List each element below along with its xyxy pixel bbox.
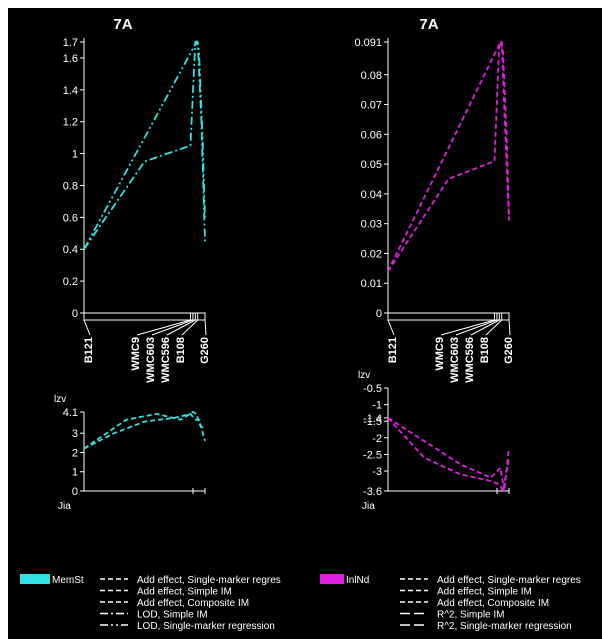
legend-entry-label: Add effect, Single-marker regres <box>437 575 581 586</box>
legend-swatch-right <box>320 574 344 584</box>
y-tick-label: -2.5 <box>363 449 382 461</box>
marker-label: B108 <box>175 337 187 363</box>
y-tick-label: 0.2 <box>63 276 78 288</box>
y-tick-label: 0.05 <box>361 159 382 171</box>
marker-label: B121 <box>83 337 95 363</box>
y-tick-label: 1.7 <box>63 37 78 49</box>
y-tick-label: 0 <box>376 308 382 320</box>
marker-connector <box>387 319 395 336</box>
legend-trait-left: MemSt <box>52 575 84 586</box>
y-tick-label: 0.03 <box>361 219 382 231</box>
marker-connector <box>485 319 503 336</box>
legend-entry-label: R^2, Simple IM <box>437 610 505 621</box>
y-tick-label: -1 <box>372 400 382 412</box>
series-line-1 <box>83 39 206 250</box>
legend-entry-label: Add effect, Simple IM <box>437 587 532 598</box>
marker-connector <box>151 319 194 336</box>
y-tick-label: 0.091 <box>354 37 382 49</box>
series-line-1 <box>83 410 206 450</box>
y-axis-title: lzv <box>358 370 370 381</box>
marker-label: WMC596 <box>160 337 172 383</box>
chart-title: 7A <box>419 16 438 33</box>
marker-label: WMC596 <box>464 337 476 383</box>
x-axis-title: Jia <box>58 501 71 512</box>
marker-label: WMC603 <box>449 337 461 383</box>
y-tick-label: 0.4 <box>63 244 78 256</box>
y-tick-label: 1.4 <box>63 85 78 97</box>
y-tick-label: 0.04 <box>361 189 382 201</box>
legend-entry-label: Add effect, Composite IM <box>137 598 249 609</box>
marker-connector <box>83 319 91 336</box>
y-axis-title: lzv <box>54 394 66 405</box>
y-tick-label: 3 <box>72 428 78 440</box>
legend-entry-label: Add effect, Simple IM <box>137 587 232 598</box>
series-line-0 <box>387 417 510 492</box>
marker-label: WMC9 <box>434 337 446 371</box>
y-tick-label: 0.01 <box>361 278 382 290</box>
plot-area: 7A 0 0.2 0.4 0.6 0.8 1 1.2 1.4 1.6 1.7 B121 WMC9 WMC6… <box>8 8 602 639</box>
y-tick-label: 2 <box>72 447 78 459</box>
chromosome-bar <box>387 312 510 321</box>
y-tick-label: -0.5 <box>363 383 382 395</box>
marker-label: WMC603 <box>145 337 157 383</box>
legend-entry-label: Add effect, Single-marker regres <box>137 575 281 586</box>
legend-entry-label: LOD, Single-marker regression <box>137 621 275 632</box>
marker-connector <box>181 319 199 336</box>
marker-label: B121 <box>387 337 399 363</box>
y-tick-label: 0.07 <box>361 100 382 112</box>
y-tick-label: 4.1 <box>63 407 78 419</box>
x-axis-title: Jia <box>362 501 375 512</box>
y-tick-label: 1.2 <box>63 117 78 129</box>
y-tick-label: 0.8 <box>63 180 78 192</box>
y-tick-label: 0.06 <box>361 129 382 141</box>
chart-title: 7A <box>113 16 132 33</box>
marker-connector <box>204 319 207 336</box>
y-tick-label: 0 <box>72 308 78 320</box>
y-tick-label: -1.4 <box>363 413 382 425</box>
y-tick-label: 1 <box>72 149 78 161</box>
y-tick-label: 0.6 <box>63 212 78 224</box>
chromosome-bar <box>83 312 206 321</box>
marker-label: G260 <box>503 337 515 364</box>
marker-connector <box>440 319 495 336</box>
y-tick-label: -3 <box>372 466 382 478</box>
y-tick-label: 0 <box>72 486 78 498</box>
legend-trait-right: InlNd <box>346 575 369 586</box>
series-line-1 <box>387 417 510 494</box>
marker-connector <box>166 319 196 336</box>
legend-swatch-left <box>20 574 50 584</box>
marker-connector <box>136 319 191 336</box>
y-tick-label: -3.6 <box>363 486 382 498</box>
marker-label: G260 <box>199 337 211 364</box>
y-tick-label: 0.08 <box>361 70 382 82</box>
series-line-0 <box>83 412 206 450</box>
legend-entry-label: Add effect, Composite IM <box>437 598 549 609</box>
marker-label: WMC9 <box>130 337 142 371</box>
marker-label: B108 <box>479 337 491 363</box>
series-line-1 <box>387 39 510 272</box>
y-tick-label: 1 <box>72 467 78 479</box>
series-line-0 <box>83 41 206 250</box>
y-tick-label: 1.6 <box>63 53 78 65</box>
series-line-0 <box>387 41 510 272</box>
y-tick-label: -2 <box>372 433 382 445</box>
y-tick-label: 0.02 <box>361 248 382 260</box>
marker-connector <box>455 319 498 336</box>
legend-entry-label: R^2, Single-marker regression <box>437 621 572 632</box>
y-tick-label: -1.5 <box>363 416 382 428</box>
marker-connector <box>508 319 511 336</box>
legend-entry-label: LOD, Simple IM <box>137 610 208 621</box>
marker-connector <box>470 319 500 336</box>
